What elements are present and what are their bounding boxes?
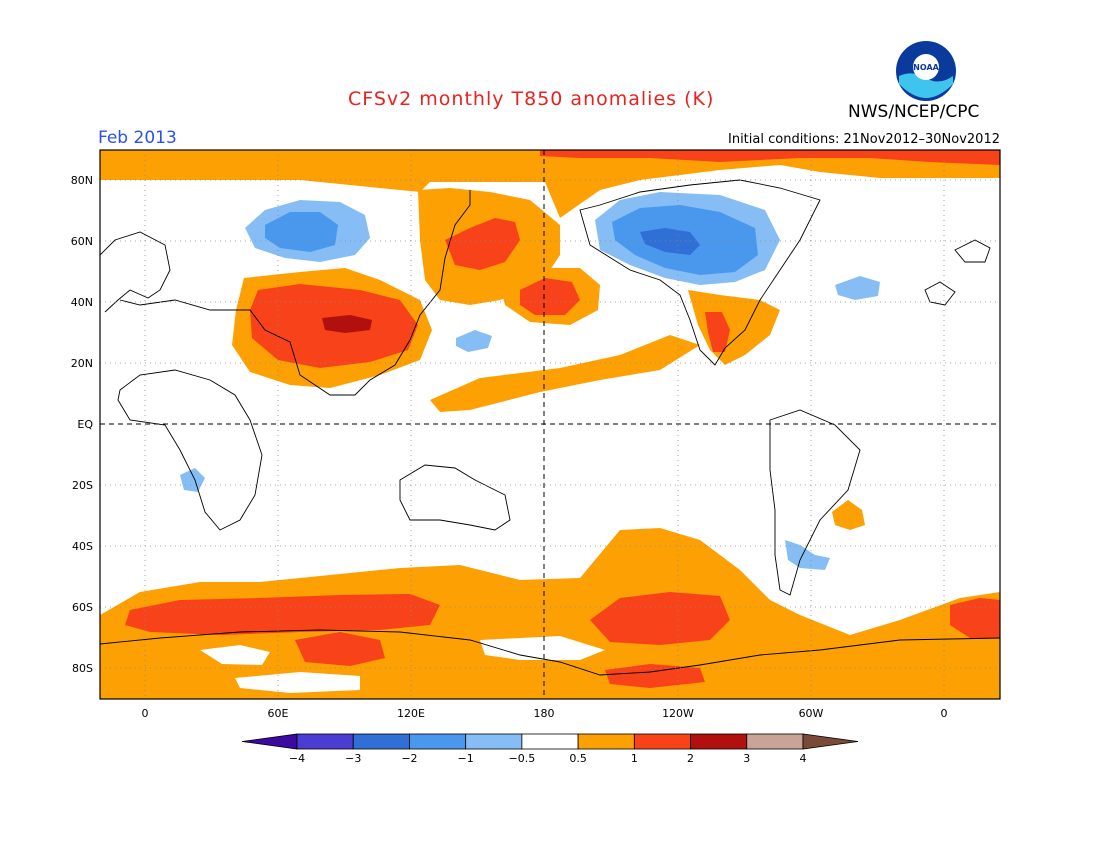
forecast-month: Feb 2013	[98, 128, 177, 148]
east-siberia-hot	[445, 218, 520, 270]
lon-label: 60E	[268, 707, 289, 720]
colorbar-tick-label: 3	[743, 752, 750, 765]
us-warm	[688, 290, 780, 365]
southern-ocean-hot-west	[125, 594, 440, 635]
lat-label: 80N	[71, 174, 93, 187]
antarctic-white-hole	[235, 672, 360, 693]
colorbar-tick-label: −2	[401, 752, 417, 765]
lat-label: 20S	[72, 479, 93, 492]
lat-label: 60N	[71, 235, 93, 248]
arctic-hot-patch	[540, 150, 1000, 165]
colorbar-tick-label: 2	[687, 752, 694, 765]
colorbar-box	[409, 733, 467, 750]
lon-label: 0	[941, 707, 948, 720]
lat-label: EQ	[77, 418, 93, 431]
lat-label: 80S	[72, 662, 93, 675]
antarctic-hot-patch	[295, 632, 385, 666]
colorbar-tick-label: 0.5	[569, 752, 587, 765]
chart-title: CFSv2 monthly T850 anomalies (K)	[348, 88, 715, 110]
subtropical-pacific-warm-band	[430, 335, 700, 412]
colorbar-tick-label: −3	[345, 752, 361, 765]
southern-ocean-hot-atlantic	[950, 598, 1000, 638]
south-america-cold-patch	[785, 540, 830, 570]
map-frame	[99, 149, 1001, 700]
pacific-cold-patch	[456, 330, 492, 352]
colorbar: −4 −3 −2 −1 −0.5 0.5 1 2 3 4	[241, 733, 859, 765]
colorbar-box	[746, 733, 804, 750]
colorbar-box	[633, 733, 691, 750]
south-atlantic-warm	[832, 500, 865, 530]
colorbar-arrow-high	[802, 733, 859, 750]
colorbar-box	[465, 733, 523, 750]
lat-label: 60S	[72, 601, 93, 614]
logo-text: NOAA	[913, 63, 939, 72]
lon-label: 0	[142, 707, 149, 720]
colorbar-tick-label: −4	[289, 752, 305, 765]
anomaly-shading	[100, 150, 1000, 699]
antarctic-hot-patch-2	[605, 664, 705, 688]
latitude-labels: 80N 60N 40N 20N EQ 20S 40S 60S 80S	[71, 174, 94, 675]
colorbar-tick-label: −1	[458, 752, 474, 765]
north-atlantic-cold	[835, 276, 880, 300]
lon-label: 60W	[799, 707, 824, 720]
lon-label: 180	[534, 707, 555, 720]
colorbar-box	[690, 733, 748, 750]
colorbar-box	[352, 733, 410, 750]
agency-label: NWS/NCEP/CPC	[848, 102, 980, 122]
graticule	[100, 150, 1000, 699]
antarctic-white-hole-2	[200, 645, 270, 665]
north-pacific-hot	[520, 278, 580, 315]
noaa-logo: NOAA	[896, 41, 956, 101]
coastlines	[100, 179, 1000, 676]
lat-label: 20N	[71, 357, 93, 370]
lat-label: 40N	[71, 296, 93, 309]
lon-label: 120E	[397, 707, 425, 720]
lon-label: 120W	[662, 707, 694, 720]
colorbar-box	[577, 733, 635, 750]
reference-lines	[100, 150, 1000, 699]
longitude-labels: 0 60E 120E 180 120W 60W 0	[142, 707, 948, 720]
us-hot	[705, 312, 730, 352]
pacific-white-gap	[480, 636, 605, 660]
lat-label: 40S	[72, 540, 93, 553]
siberia-cold-core	[265, 212, 338, 252]
colorbar-tick-label: 1	[631, 752, 638, 765]
initial-conditions: Initial conditions: 21Nov2012–30Nov2012	[728, 132, 1000, 147]
colorbar-box	[296, 733, 354, 750]
colorbar-box	[521, 733, 579, 750]
north-america-cold-peak	[640, 228, 700, 255]
arctic-warm-band	[100, 150, 1000, 218]
colorbar-tick-label: 4	[800, 752, 807, 765]
central-asia-very-hot	[322, 315, 372, 333]
colorbar-tick-label: −0.5	[509, 752, 536, 765]
southern-ocean-hot-pacific	[590, 592, 730, 645]
africa-cold-patch	[180, 468, 205, 492]
colorbar-arrow-low	[241, 733, 298, 750]
